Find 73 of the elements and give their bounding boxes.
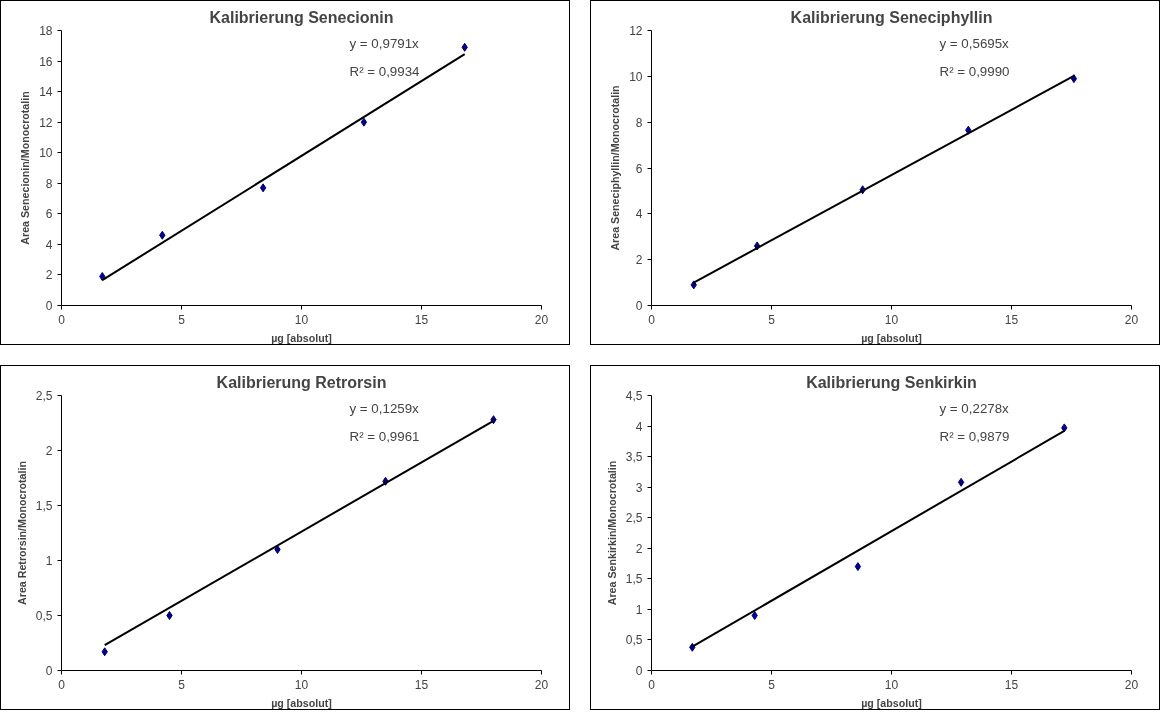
y-tick-label: 8 <box>635 115 643 130</box>
y-axis-title: Area Senecionin/Monocrotalin <box>19 91 32 245</box>
annotation: y = 0,2278x <box>939 401 1010 416</box>
x-tick-label: 15 <box>414 677 429 692</box>
x-tick-label: 0 <box>58 677 66 692</box>
y-tick-label: 10 <box>629 69 643 84</box>
x-tick-label: 20 <box>1124 312 1139 327</box>
x-tick-label: 0 <box>648 677 656 692</box>
x-tick-label: 5 <box>768 677 776 692</box>
y-tick-label: 1,5 <box>625 572 643 587</box>
y-axis-title: Area Seneciphyllin/Monocrotalin <box>609 85 622 251</box>
x-tick-label: 15 <box>1004 677 1019 692</box>
x-tick-label: 5 <box>178 677 186 692</box>
y-tick-label: 0,5 <box>625 633 643 648</box>
chart-title: Kalibrierung Senecionin <box>209 8 394 26</box>
x-tick-label: 5 <box>178 312 186 327</box>
x-tick-label: 0 <box>648 312 656 327</box>
x-tick-label: 20 <box>534 312 549 327</box>
x-tick-label: 10 <box>294 312 309 327</box>
x-tick-label: 0 <box>58 312 66 327</box>
y-tick-label: 6 <box>635 161 643 176</box>
annotation: R² = 0,9934 <box>349 63 421 79</box>
y-axis-title: Area Retrorsin/Monocrotalin <box>15 461 28 605</box>
y-tick-label: 6 <box>45 207 53 222</box>
x-tick-label: 15 <box>414 312 429 327</box>
y-tick-label: 12 <box>629 24 643 38</box>
annotation: R² = 0,9961 <box>349 428 420 444</box>
y-tick-label: 2,5 <box>625 511 643 526</box>
y-tick-label: 10 <box>39 146 53 161</box>
y-tick-label: 14 <box>39 85 53 100</box>
y-tick-label: 4,5 <box>625 389 643 403</box>
y-tick-label: 12 <box>39 115 53 130</box>
y-tick-label: 2,5 <box>35 389 53 403</box>
x-tick-label: 20 <box>1124 677 1139 692</box>
x-tick-label: 10 <box>884 677 899 692</box>
y-tick-label: 4 <box>635 207 643 222</box>
chart-title: Kalibrierung Senkirkin <box>806 373 977 391</box>
x-tick-label: 10 <box>884 312 899 327</box>
y-tick-label: 2 <box>45 268 53 283</box>
y-tick-label: 0 <box>45 299 53 313</box>
annotation: R² = 0,9879 <box>939 428 1010 444</box>
y-tick-label: 16 <box>39 54 53 69</box>
x-axis-title: µg [absolut] <box>861 696 922 709</box>
y-tick-label: 0 <box>45 664 53 678</box>
y-axis-title: Area Senkirkin/Monocrotalin <box>605 460 618 606</box>
y-tick-label: 0,5 <box>35 609 53 623</box>
annotation: R² = 0,9990 <box>939 63 1010 79</box>
y-tick-label: 4 <box>635 419 643 434</box>
x-axis-title: µg [absolut] <box>271 696 332 709</box>
annotation: y = 0,1259x <box>349 401 420 416</box>
annotation: y = 0,5695x <box>939 36 1010 51</box>
y-tick-label: 2 <box>45 444 53 458</box>
y-tick-label: 1,5 <box>35 499 53 513</box>
x-axis-title: µg [absolut] <box>861 331 922 344</box>
y-tick-label: 0 <box>635 664 643 678</box>
y-tick-label: 0 <box>635 299 643 313</box>
y-tick-label: 3,5 <box>625 450 643 465</box>
x-tick-label: 15 <box>1004 312 1019 327</box>
x-tick-label: 20 <box>534 677 549 692</box>
y-tick-label: 1 <box>635 602 643 617</box>
chart-title: Kalibrierung Retrorsin <box>216 373 387 391</box>
y-tick-label: 3 <box>635 480 643 495</box>
x-tick-label: 10 <box>294 677 309 692</box>
y-tick-label: 8 <box>45 176 53 191</box>
y-tick-label: 2 <box>635 541 643 556</box>
annotation: y = 0,9791x <box>349 36 420 51</box>
chart-title: Kalibrierung Seneciphyllin <box>790 8 993 26</box>
y-tick-label: 1 <box>45 554 53 568</box>
y-tick-label: 2 <box>635 253 643 268</box>
y-tick-label: 18 <box>39 24 53 38</box>
x-tick-label: 5 <box>768 312 776 327</box>
y-tick-label: 4 <box>45 237 53 252</box>
x-axis-title: µg [absolut] <box>271 331 332 344</box>
